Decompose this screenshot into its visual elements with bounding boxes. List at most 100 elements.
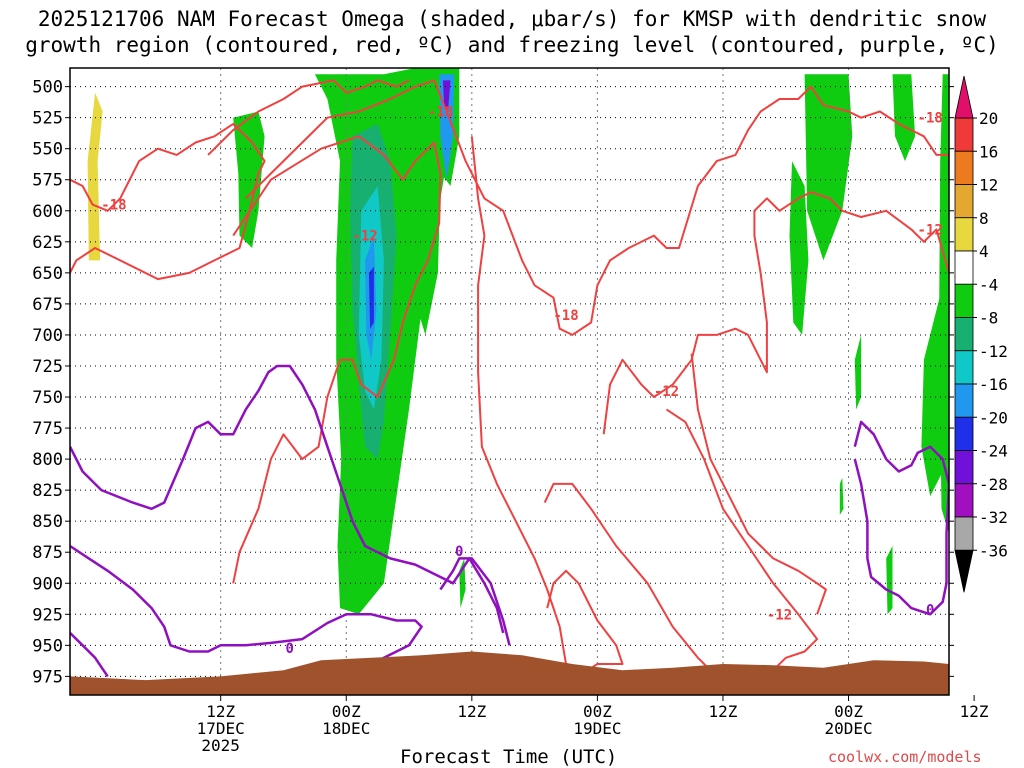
y-axis-tick-label: 625 xyxy=(32,233,63,253)
omega-shaded-region xyxy=(270,334,275,385)
dgz-contour-line xyxy=(665,408,819,684)
omega-shaded-region xyxy=(597,80,648,199)
x-axis-tick-label: 19DEC xyxy=(573,719,621,738)
colorbar-label: -12 xyxy=(979,342,1008,361)
omega-shaded-region xyxy=(641,235,657,360)
x-axis-tick-label: 00Z xyxy=(834,702,863,721)
omega-shaded-region xyxy=(804,74,853,261)
credit-link[interactable]: coolwx.com/models xyxy=(828,748,982,766)
colorbar-bin xyxy=(954,217,974,252)
y-axis-tick-label: 950 xyxy=(32,636,63,656)
colorbar-bin xyxy=(954,250,974,285)
contour-label: 0 xyxy=(455,544,463,560)
x-axis-tick-label: 2025 xyxy=(201,736,240,755)
x-axis-tick-label: 12Z xyxy=(709,702,738,721)
x-axis-tick-label: 00Z xyxy=(332,702,361,721)
contour-label: -12 xyxy=(352,229,377,245)
chart-title-line-2: growth region (contoured, red, ºC) and f… xyxy=(25,33,999,57)
colorbar-bin xyxy=(954,416,974,451)
colorbar-bin xyxy=(954,184,974,219)
contour-label: -18 xyxy=(553,308,578,324)
omega-shaded-region xyxy=(178,161,196,248)
colorbar-label: -16 xyxy=(979,375,1008,394)
terrain-fill xyxy=(70,651,949,695)
x-axis-tick-label: 18DEC xyxy=(322,719,370,738)
colorbar-bin xyxy=(954,283,974,318)
y-axis-tick-label: 700 xyxy=(32,326,63,346)
y-axis-tick-label: 925 xyxy=(32,605,63,625)
dgz-contour-line xyxy=(207,79,410,156)
contour-label: 0 xyxy=(286,641,294,657)
y-axis-tick-label: 650 xyxy=(32,264,63,284)
y-axis-tick-label: 550 xyxy=(32,140,63,160)
omega-shaded-region xyxy=(442,80,451,112)
colorbar-top-arrow xyxy=(954,75,974,119)
colorbar-bin xyxy=(954,317,974,352)
colorbar-bin xyxy=(954,117,974,152)
omega-shaded-region xyxy=(368,266,374,329)
freezing-level-contour-line xyxy=(853,420,949,616)
colorbar-label: 8 xyxy=(979,209,989,228)
omega-shaded-region xyxy=(170,502,176,559)
freezing-level-contour-line xyxy=(70,364,505,634)
x-axis-tick-label: 12Z xyxy=(960,702,989,721)
x-axis-title: Forecast Time (UTC) xyxy=(400,746,618,768)
freezing-level-contour-line xyxy=(70,544,423,690)
freezing-level-contour-line xyxy=(439,557,511,646)
contour-label: -18 xyxy=(918,111,943,127)
colorbar-bin xyxy=(954,483,974,518)
y-axis-tick-label: 725 xyxy=(32,357,63,377)
x-axis-tick-label: 17DEC xyxy=(197,719,245,738)
omega-shaded-region xyxy=(892,74,916,162)
colorbar-label: -28 xyxy=(979,475,1008,494)
dgz-contour-line xyxy=(543,482,731,690)
omega-shaded-region xyxy=(854,334,862,410)
omega-shaded-region xyxy=(886,546,893,615)
y-axis-tick-label: 525 xyxy=(32,109,63,129)
omega-shaded-region xyxy=(233,111,265,248)
x-axis-tick-label: 12Z xyxy=(206,702,235,721)
omega-shaded-region xyxy=(666,173,708,410)
chart-title-line-1: 2025121706 NAM Forecast Omega (shaded, μ… xyxy=(37,7,987,31)
omega-shaded-region xyxy=(126,92,152,199)
contour-label: -12 xyxy=(918,222,943,238)
colorbar-label: 20 xyxy=(979,109,998,128)
plot-frame xyxy=(69,67,950,696)
y-axis-tick-label: 575 xyxy=(32,171,63,191)
plot-layers: -18 -18 -12 -18 -12 -12 -18 -12 0 0 0 xyxy=(70,68,949,695)
contour-label: -18 xyxy=(428,104,453,120)
omega-shaded-region xyxy=(839,477,844,515)
plot-area xyxy=(70,68,949,695)
colorbar-label: -8 xyxy=(979,309,998,328)
colorbar-label: -4 xyxy=(979,275,998,294)
contour-label: -18 xyxy=(101,198,126,214)
y-axis-tick-label: 775 xyxy=(32,419,63,439)
colorbar-bin xyxy=(954,383,974,418)
contour-label: -12 xyxy=(767,607,792,623)
y-axis-tick-label: 500 xyxy=(32,78,63,98)
dgz-contour-line xyxy=(245,79,435,200)
omega-shaded-region xyxy=(415,161,441,335)
y-axis-tick-label: 975 xyxy=(32,667,63,687)
colorbar-bin xyxy=(954,150,974,185)
colorbar-bottom-arrow xyxy=(954,549,974,593)
omega-shaded-region xyxy=(789,161,809,335)
colorbar-label: 16 xyxy=(979,142,998,161)
dgz-contour-line xyxy=(602,191,949,435)
dgz-contour-line xyxy=(690,353,827,615)
contour-label: -12 xyxy=(654,384,679,400)
dgz-contour-line xyxy=(433,80,949,336)
y-axis-tick-label: 800 xyxy=(32,450,63,470)
colorbar-bin xyxy=(954,350,974,385)
y-axis-tick-label: 900 xyxy=(32,574,63,594)
y-axis-tick-label: 675 xyxy=(32,295,63,315)
y-axis-tick-label: 825 xyxy=(32,481,63,501)
x-axis-tick-label: 00Z xyxy=(583,702,612,721)
omega-shaded-region xyxy=(612,198,636,410)
y-axis-tick-label: 750 xyxy=(32,388,63,408)
dgz-contour-line xyxy=(470,136,567,665)
colorbar-label: 4 xyxy=(979,242,989,261)
colorbar-bin xyxy=(954,450,974,485)
colorbar-label: -24 xyxy=(979,442,1008,461)
